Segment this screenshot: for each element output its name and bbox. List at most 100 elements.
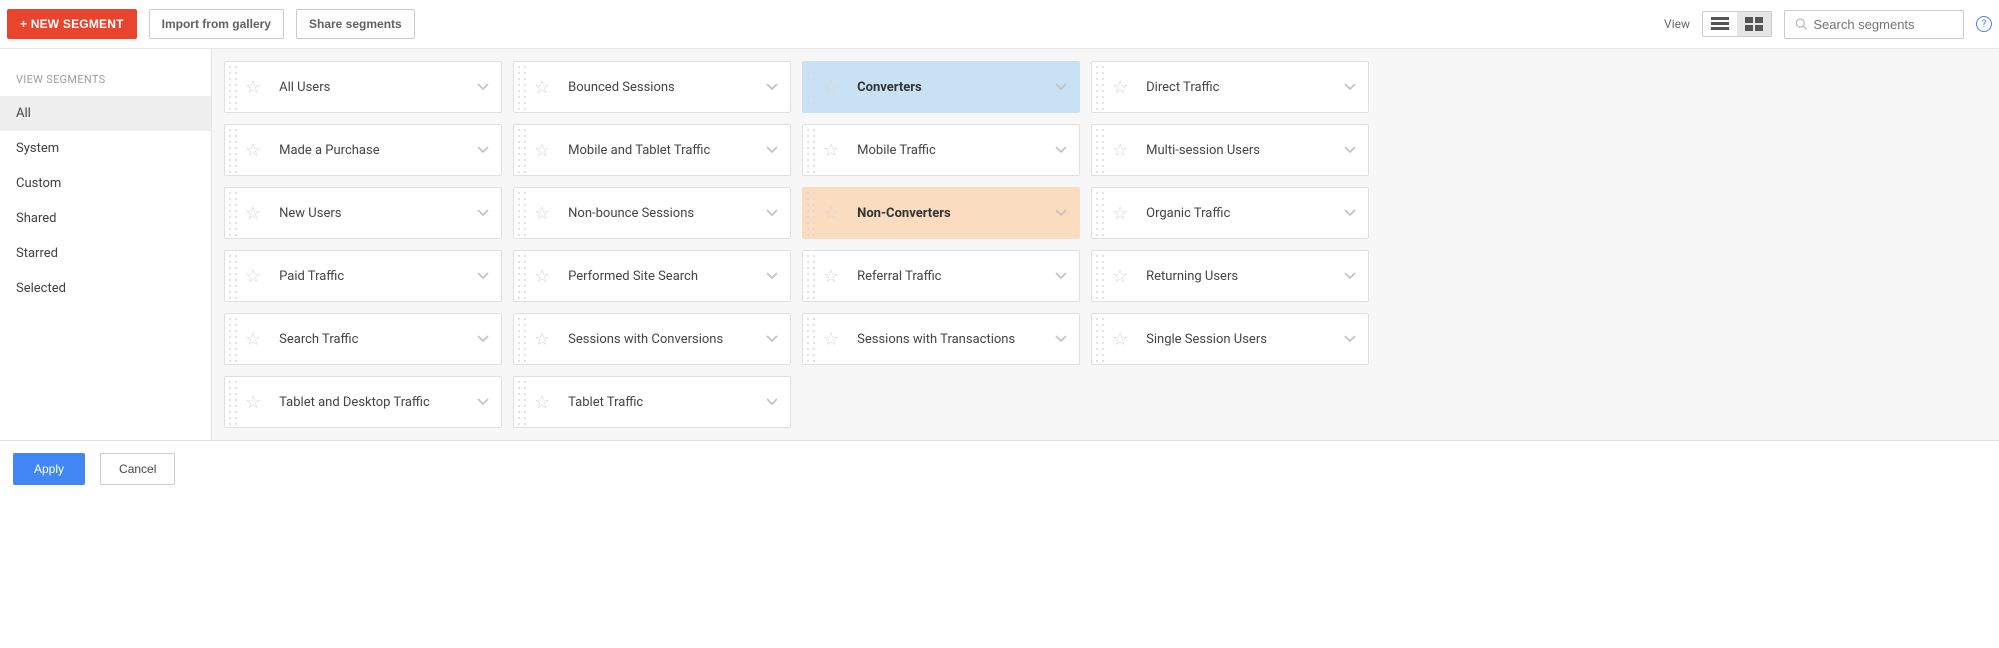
segment-card[interactable]: ☆Search Traffic: [224, 313, 502, 365]
drag-handle-icon[interactable]: [514, 188, 526, 238]
star-icon[interactable]: ☆: [1112, 77, 1128, 98]
chevron-down-icon[interactable]: [1338, 266, 1362, 286]
segment-card[interactable]: ☆New Users: [224, 187, 502, 239]
segment-card[interactable]: ☆Non-Converters: [802, 187, 1080, 239]
star-icon[interactable]: ☆: [823, 329, 839, 350]
share-segments-button[interactable]: Share segments: [296, 9, 415, 39]
segment-card[interactable]: ☆Mobile Traffic: [802, 124, 1080, 176]
segment-card[interactable]: ☆Sessions with Conversions: [513, 313, 791, 365]
drag-handle-icon[interactable]: [514, 62, 526, 112]
segment-card[interactable]: ☆Referral Traffic: [802, 250, 1080, 302]
star-icon[interactable]: ☆: [823, 203, 839, 224]
apply-button[interactable]: Apply: [13, 453, 85, 485]
segment-card[interactable]: ☆Direct Traffic: [1091, 61, 1369, 113]
star-icon[interactable]: ☆: [534, 392, 550, 413]
drag-handle-icon[interactable]: [1092, 62, 1104, 112]
star-icon[interactable]: ☆: [245, 392, 261, 413]
chevron-down-icon[interactable]: [760, 392, 784, 412]
star-icon[interactable]: ☆: [823, 77, 839, 98]
drag-handle-icon[interactable]: [803, 314, 815, 364]
drag-handle-icon[interactable]: [514, 125, 526, 175]
star-icon[interactable]: ☆: [534, 77, 550, 98]
chevron-down-icon[interactable]: [760, 266, 784, 286]
star-icon[interactable]: ☆: [534, 203, 550, 224]
segment-card[interactable]: ☆Single Session Users: [1091, 313, 1369, 365]
segment-card[interactable]: ☆Non-bounce Sessions: [513, 187, 791, 239]
drag-handle-icon[interactable]: [803, 125, 815, 175]
chevron-down-icon[interactable]: [471, 266, 495, 286]
chevron-down-icon[interactable]: [1338, 77, 1362, 97]
star-icon[interactable]: ☆: [1112, 266, 1128, 287]
drag-handle-icon[interactable]: [514, 314, 526, 364]
chevron-down-icon[interactable]: [1049, 140, 1073, 160]
search-box[interactable]: [1784, 10, 1964, 39]
segment-card[interactable]: ☆Mobile and Tablet Traffic: [513, 124, 791, 176]
sidebar-item-custom[interactable]: Custom: [0, 166, 211, 201]
segment-card[interactable]: ☆Made a Purchase: [224, 124, 502, 176]
drag-handle-icon[interactable]: [803, 62, 815, 112]
drag-handle-icon[interactable]: [514, 377, 526, 427]
chevron-down-icon[interactable]: [1049, 266, 1073, 286]
chevron-down-icon[interactable]: [1049, 329, 1073, 349]
new-segment-button[interactable]: + NEW SEGMENT: [7, 9, 137, 39]
star-icon[interactable]: ☆: [1112, 203, 1128, 224]
chevron-down-icon[interactable]: [760, 77, 784, 97]
sidebar-item-all[interactable]: All: [0, 96, 211, 131]
help-icon[interactable]: ?: [1976, 16, 1992, 32]
segment-card[interactable]: ☆Multi-session Users: [1091, 124, 1369, 176]
sidebar-item-shared[interactable]: Shared: [0, 201, 211, 236]
segment-card[interactable]: ☆Organic Traffic: [1091, 187, 1369, 239]
sidebar-item-system[interactable]: System: [0, 131, 211, 166]
star-icon[interactable]: ☆: [245, 140, 261, 161]
search-input[interactable]: [1813, 17, 1953, 32]
sidebar-item-starred[interactable]: Starred: [0, 236, 211, 271]
segment-card[interactable]: ☆Performed Site Search: [513, 250, 791, 302]
segment-card[interactable]: ☆Tablet Traffic: [513, 376, 791, 428]
chevron-down-icon[interactable]: [1338, 203, 1362, 223]
view-list-button[interactable]: [1703, 12, 1737, 36]
segment-card[interactable]: ☆Returning Users: [1091, 250, 1369, 302]
segment-card[interactable]: ☆Converters: [802, 61, 1080, 113]
star-icon[interactable]: ☆: [534, 140, 550, 161]
drag-handle-icon[interactable]: [1092, 125, 1104, 175]
star-icon[interactable]: ☆: [534, 329, 550, 350]
drag-handle-icon[interactable]: [803, 188, 815, 238]
star-icon[interactable]: ☆: [534, 266, 550, 287]
cancel-button[interactable]: Cancel: [100, 453, 175, 485]
drag-handle-icon[interactable]: [1092, 314, 1104, 364]
drag-handle-icon[interactable]: [1092, 251, 1104, 301]
segment-card[interactable]: ☆Bounced Sessions: [513, 61, 791, 113]
segment-card[interactable]: ☆Sessions with Transactions: [802, 313, 1080, 365]
drag-handle-icon[interactable]: [225, 125, 237, 175]
chevron-down-icon[interactable]: [760, 140, 784, 160]
chevron-down-icon[interactable]: [471, 392, 495, 412]
star-icon[interactable]: ☆: [245, 203, 261, 224]
sidebar-item-selected[interactable]: Selected: [0, 271, 211, 306]
drag-handle-icon[interactable]: [225, 62, 237, 112]
chevron-down-icon[interactable]: [1049, 77, 1073, 97]
star-icon[interactable]: ☆: [245, 77, 261, 98]
chevron-down-icon[interactable]: [760, 329, 784, 349]
segment-card[interactable]: ☆All Users: [224, 61, 502, 113]
drag-handle-icon[interactable]: [225, 251, 237, 301]
drag-handle-icon[interactable]: [803, 251, 815, 301]
star-icon[interactable]: ☆: [823, 140, 839, 161]
drag-handle-icon[interactable]: [1092, 188, 1104, 238]
chevron-down-icon[interactable]: [471, 77, 495, 97]
drag-handle-icon[interactable]: [225, 314, 237, 364]
chevron-down-icon[interactable]: [471, 140, 495, 160]
chevron-down-icon[interactable]: [1338, 140, 1362, 160]
drag-handle-icon[interactable]: [225, 377, 237, 427]
drag-handle-icon[interactable]: [225, 188, 237, 238]
chevron-down-icon[interactable]: [1338, 329, 1362, 349]
chevron-down-icon[interactable]: [471, 329, 495, 349]
segment-card[interactable]: ☆Paid Traffic: [224, 250, 502, 302]
view-grid-button[interactable]: [1737, 12, 1771, 36]
chevron-down-icon[interactable]: [471, 203, 495, 223]
segment-card[interactable]: ☆Tablet and Desktop Traffic: [224, 376, 502, 428]
star-icon[interactable]: ☆: [245, 266, 261, 287]
star-icon[interactable]: ☆: [1112, 140, 1128, 161]
star-icon[interactable]: ☆: [823, 266, 839, 287]
chevron-down-icon[interactable]: [1049, 203, 1073, 223]
chevron-down-icon[interactable]: [760, 203, 784, 223]
